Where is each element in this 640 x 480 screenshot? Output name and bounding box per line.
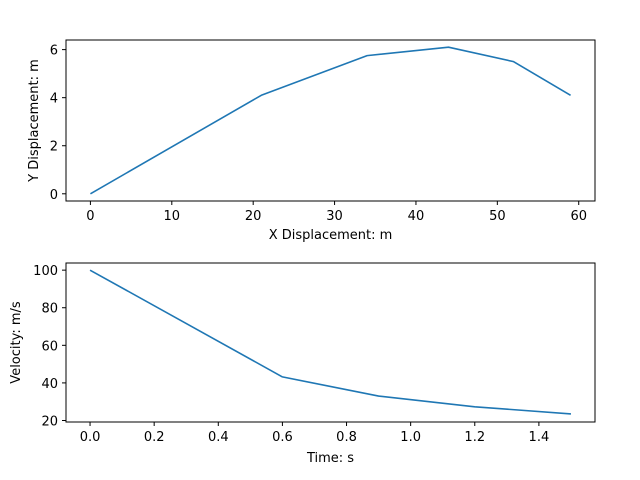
velocity-x-tick-label: 1.2 xyxy=(464,430,485,445)
velocity-y-tick-label: 20 xyxy=(41,414,58,429)
velocity-y-tick-label: 80 xyxy=(41,302,58,317)
velocity-x-tick-label: 0.6 xyxy=(272,430,293,445)
velocity-y-tick-label: 40 xyxy=(41,377,58,392)
velocity-x-tick-label: 1.0 xyxy=(400,430,421,445)
displacement-y-tick-label: 2 xyxy=(50,140,58,155)
velocity-x-tick-label: 0.4 xyxy=(208,430,229,445)
displacement-y-tick-label: 4 xyxy=(50,92,58,107)
velocity-y-axis-label: Velocity: m/s xyxy=(9,301,24,384)
displacement-y-tick-label: 0 xyxy=(50,188,58,203)
displacement-x-tick-label: 50 xyxy=(489,209,506,224)
displacement-series xyxy=(90,46,571,195)
velocity-plot-frame xyxy=(65,262,596,423)
displacement-x-tick-label: 30 xyxy=(326,209,343,224)
displacement-x-tick-label: 20 xyxy=(245,209,262,224)
velocity-x-tick-label: 1.4 xyxy=(529,430,550,445)
displacement-y-tick-label: 6 xyxy=(50,44,58,59)
velocity-x-axis-label: Time: s xyxy=(306,451,354,466)
displacement-x-axis-label: X Displacement: m xyxy=(269,228,393,243)
velocity-ticks: 0.0 0.2 0.4 0.6 0.8 1.0 1.2 1.4 20 40 60 80 100 xyxy=(33,264,549,445)
displacement-ticks: 0 10 20 30 40 50 60 0 2 4 6 xyxy=(50,44,587,224)
displacement-x-tick-label: 40 xyxy=(408,209,425,224)
displacement-series-line xyxy=(90,46,571,195)
displacement-plot: 0 10 20 30 40 50 60 0 2 4 6 X Displacement: m Y Di… xyxy=(27,39,596,243)
velocity-y-tick-label: 100 xyxy=(33,264,58,279)
velocity-y-tick-label: 60 xyxy=(41,339,58,354)
velocity-series xyxy=(89,269,572,415)
velocity-series-line xyxy=(89,269,572,415)
displacement-x-tick-label: 10 xyxy=(164,209,181,224)
velocity-x-tick-label: 0.2 xyxy=(144,430,165,445)
displacement-y-axis-label: Y Displacement: m xyxy=(27,59,42,183)
velocity-x-tick-label: 0.8 xyxy=(336,430,357,445)
displacement-x-tick-label: 60 xyxy=(570,209,587,224)
displacement-x-tick-label: 0 xyxy=(86,209,94,224)
velocity-plot: 0.0 0.2 0.4 0.6 0.8 1.0 1.2 1.4 20 40 60 80 100 Time… xyxy=(9,262,596,466)
velocity-x-tick-label: 0.0 xyxy=(80,430,101,445)
displacement-plot-frame xyxy=(65,39,596,202)
